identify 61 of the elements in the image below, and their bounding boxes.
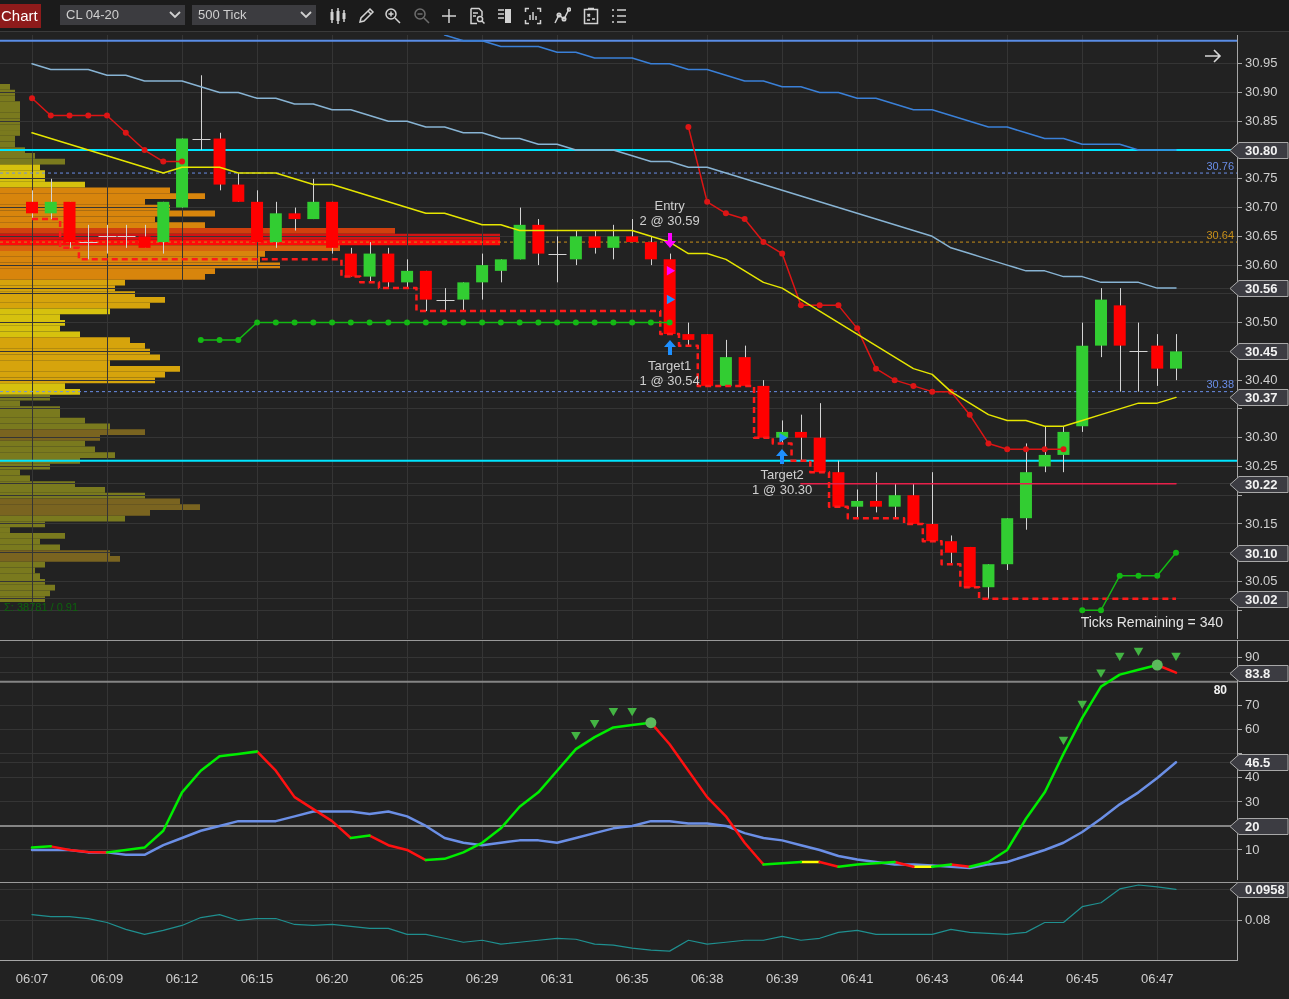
y-tick-label: 30.10 bbox=[1245, 545, 1278, 561]
y-tick-label: 30.60 bbox=[1245, 256, 1278, 272]
chart-subtitle: 500 Tick bbox=[198, 7, 247, 22]
y-tick-label: 30.85 bbox=[1245, 112, 1278, 128]
y-tick-label: 0.0958 bbox=[1245, 881, 1285, 897]
y-tick-label: 10 bbox=[1245, 841, 1260, 857]
y-tick-label: 40 bbox=[1245, 769, 1260, 785]
x-tick-label: 06:20 bbox=[315, 971, 349, 987]
x-tick-label: 06:38 bbox=[690, 971, 724, 987]
annotation: Target2 1 @ 30.30 bbox=[752, 467, 813, 498]
y-tick-label: 0.08 bbox=[1245, 912, 1271, 928]
x-tick-label: 06:35 bbox=[615, 971, 649, 987]
ref-line-label: 30.38 bbox=[1206, 378, 1234, 391]
y-tick-label: 30.05 bbox=[1245, 573, 1278, 589]
y-tick-label: 30.80 bbox=[1245, 142, 1278, 158]
y-tick-label: 30.65 bbox=[1245, 227, 1278, 243]
y-tick-label: 30.75 bbox=[1245, 170, 1278, 186]
dropdown-field: CL 04-20 bbox=[60, 5, 185, 25]
y-tick-label: 46.5 bbox=[1245, 754, 1271, 770]
ref-line-label: 20 bbox=[1245, 818, 1260, 834]
y-tick-label: 83.8 bbox=[1245, 665, 1271, 681]
y-tick-label: 30.70 bbox=[1245, 199, 1278, 215]
ref-line-label: 80 bbox=[1213, 683, 1228, 698]
y-tick-label: 30.37 bbox=[1245, 389, 1278, 405]
x-tick-label: 06:07 bbox=[15, 971, 49, 987]
y-tick-label: 30.50 bbox=[1245, 314, 1278, 330]
annotation: Ticks Remaining = 340 bbox=[1080, 613, 1224, 630]
ref-line-label: 30.64 bbox=[1206, 228, 1234, 241]
x-tick-label: 06:47 bbox=[1140, 971, 1174, 987]
annotation: Target1 1 @ 30.54 bbox=[639, 358, 700, 389]
annotation: Entry 2 @ 30.59 bbox=[639, 197, 700, 228]
x-tick-label: 06:43 bbox=[915, 971, 949, 987]
x-tick-label: 06:31 bbox=[540, 971, 574, 987]
y-tick-label: 30.25 bbox=[1245, 458, 1278, 474]
y-tick-label: 30.30 bbox=[1245, 429, 1278, 445]
y-tick-label: 30.22 bbox=[1245, 476, 1278, 492]
x-tick-label: 06:15 bbox=[240, 971, 274, 987]
ref-line-label: 30.76 bbox=[1206, 159, 1234, 172]
x-tick-label: 06:45 bbox=[1065, 971, 1099, 987]
y-tick-label: 30.40 bbox=[1245, 371, 1278, 387]
x-tick-label: 06:39 bbox=[765, 971, 799, 987]
x-tick-label: 06:09 bbox=[90, 971, 124, 987]
y-tick-label: 30.56 bbox=[1245, 280, 1278, 296]
y-tick-label: 30.15 bbox=[1245, 515, 1278, 531]
y-tick-label: 90 bbox=[1245, 649, 1260, 665]
annotation: Σ: 38781 / 0.91 bbox=[4, 601, 79, 614]
x-tick-label: 06:25 bbox=[390, 971, 424, 987]
x-tick-label: 06:44 bbox=[990, 971, 1024, 987]
y-tick-label: 60 bbox=[1245, 721, 1260, 737]
y-tick-label: 30.95 bbox=[1245, 55, 1278, 71]
y-tick-label: 30.45 bbox=[1245, 343, 1278, 359]
y-tick-label: 30 bbox=[1245, 793, 1260, 809]
y-tick-label: 70 bbox=[1245, 697, 1260, 713]
x-tick-label: 06:29 bbox=[465, 971, 499, 987]
x-tick-label: 06:12 bbox=[165, 971, 199, 987]
x-tick-label: 06:41 bbox=[840, 971, 874, 987]
tab: Chart bbox=[0, 4, 41, 28]
y-tick-label: 30.90 bbox=[1245, 84, 1278, 100]
dropdown-field: 500 Tick bbox=[192, 5, 316, 25]
chart-title: CL 04-20 bbox=[66, 7, 119, 22]
y-tick-label: 30.02 bbox=[1245, 591, 1278, 607]
